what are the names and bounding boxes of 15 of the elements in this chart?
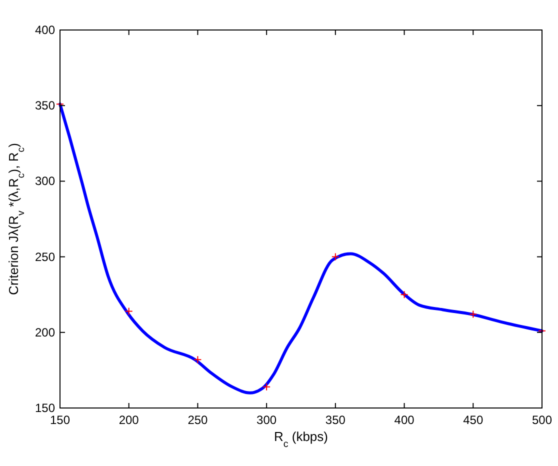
y-tick-label: 200	[34, 325, 56, 340]
y-tick-label: 300	[34, 174, 56, 188]
x-tick-label: 500	[532, 413, 552, 427]
y-tick-label: 250	[34, 250, 56, 264]
x-tick-label: 400	[394, 413, 415, 427]
y-tick-label: 350	[34, 98, 56, 113]
x-tick-label: 200	[118, 413, 140, 427]
x-tick-label: 300	[256, 413, 277, 427]
y-tick-label: 400	[34, 23, 56, 37]
y-tick-label: 150	[34, 401, 56, 415]
x-axis-title: R$_{c}$ (kbps)	[274, 429, 328, 450]
x-tick-label: 150	[50, 413, 70, 427]
x-tick-label: 350	[325, 413, 346, 427]
x-tick-label: 250	[188, 413, 208, 427]
x-tick-label: 450	[463, 413, 484, 427]
